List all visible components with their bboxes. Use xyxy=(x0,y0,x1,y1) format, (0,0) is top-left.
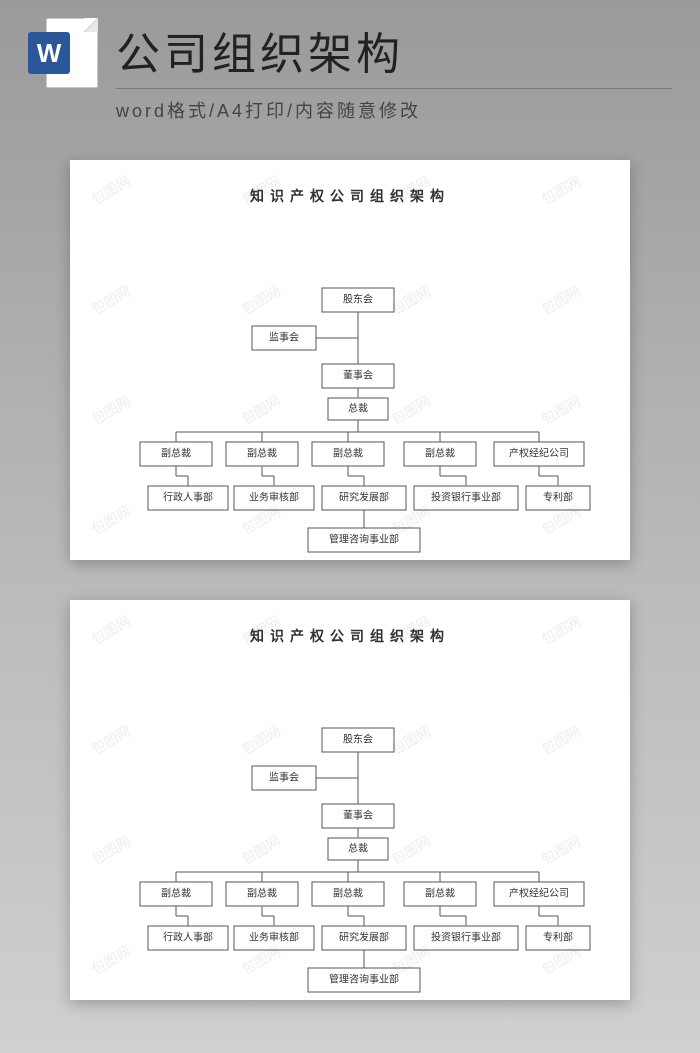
org-node-label: 监事会 xyxy=(269,771,299,784)
org-node-label: 董事会 xyxy=(343,369,373,382)
org-node-label: 副总裁 xyxy=(425,887,455,900)
org-node-label: 副总裁 xyxy=(333,887,363,900)
chart-title: 知识产权公司组织架构 xyxy=(70,160,630,206)
org-node-label: 产权经纪公司 xyxy=(509,447,569,460)
org-node-label: 管理咨询事业部 xyxy=(329,533,399,546)
org-chart-svg-2: 股东会监事会董事会总裁副总裁 副总裁 副总裁 副总裁 产权经纪公司行政人事部 业务审核部 研… xyxy=(70,646,630,1046)
org-node-label: 股东会 xyxy=(343,293,373,306)
word-badge-letter: W xyxy=(28,32,70,74)
org-node-label: 副总裁 xyxy=(425,447,455,460)
org-node-label: 研究发展部 xyxy=(339,491,389,504)
org-node-label: 总裁 xyxy=(348,842,368,855)
org-node-label: 副总裁 xyxy=(161,447,191,460)
org-node-label: 行政人事部 xyxy=(163,491,213,504)
org-node-label: 投资银行事业部 xyxy=(431,491,501,504)
chart-title: 知识产权公司组织架构 xyxy=(70,600,630,646)
org-node-label: 董事会 xyxy=(343,809,373,822)
org-node-label: 股东会 xyxy=(343,733,373,746)
org-node-label: 产权经纪公司 xyxy=(509,887,569,900)
org-chart-svg-1: 股东会监事会董事会总裁副总裁 副总裁 副总裁 副总裁 产权经纪公司行政人事部 业务审核部 研… xyxy=(70,206,630,606)
org-node-label: 业务审核部 xyxy=(249,491,299,504)
header-subtitle: word格式/A4打印/内容随意修改 xyxy=(116,97,672,123)
header-title: 公司组织架构 xyxy=(116,18,404,82)
header-text: 公司组织架构 word格式/A4打印/内容随意修改 xyxy=(116,18,672,123)
org-node-label: 行政人事部 xyxy=(163,931,213,944)
org-node-label: 副总裁 xyxy=(161,887,191,900)
org-node-label: 总裁 xyxy=(348,402,368,415)
org-node-label: 副总裁 xyxy=(247,447,277,460)
org-node-label: 研究发展部 xyxy=(339,931,389,944)
org-node-label: 投资银行事业部 xyxy=(431,931,501,944)
page-preview-2: 知识产权公司组织架构 股东会监事会董事会总裁副总裁 副总裁 副总裁 副总裁 产权经纪公司… xyxy=(70,600,630,1000)
page-preview-1: 知识产权公司组织架构 股东会监事会董事会总裁副总裁 副总裁 副总裁 副总裁 产权经纪公司… xyxy=(70,160,630,560)
org-node-label: 专利部 xyxy=(543,931,573,944)
template-header: W 公司组织架构 word格式/A4打印/内容随意修改 xyxy=(0,0,700,130)
word-icon: W xyxy=(28,18,98,98)
org-node-label: 副总裁 xyxy=(333,447,363,460)
org-node-label: 监事会 xyxy=(269,331,299,344)
org-node-label: 管理咨询事业部 xyxy=(329,973,399,986)
org-node-label: 副总裁 xyxy=(247,887,277,900)
org-node-label: 业务审核部 xyxy=(249,931,299,944)
org-node-label: 专利部 xyxy=(543,491,573,504)
